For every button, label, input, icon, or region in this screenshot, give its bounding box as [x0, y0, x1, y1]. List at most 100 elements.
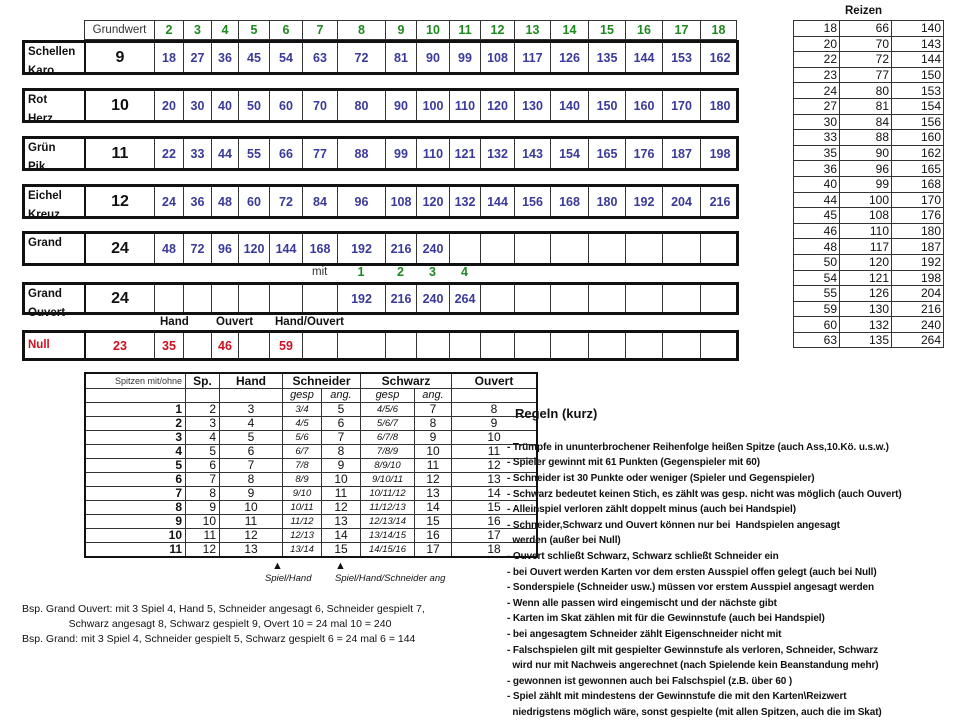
multiplier-header: 14: [550, 20, 588, 40]
game-value: 121: [449, 139, 480, 168]
game-name-line: Ouvert: [28, 307, 66, 319]
reizen-row: 22 72 144: [793, 51, 944, 68]
game-value: 100: [416, 91, 449, 120]
game-value: [385, 333, 416, 358]
game-value: 22: [154, 139, 183, 168]
game-value: [154, 285, 183, 312]
game-value: 140: [550, 91, 588, 120]
rule-line: - Sonderspiele (Schneider usw.) müssen v…: [507, 582, 874, 594]
game-value: [588, 285, 625, 312]
game-value: [550, 285, 588, 312]
game-value: [238, 333, 269, 358]
table-cell: 9: [84, 514, 186, 529]
table-cell: 5: [321, 402, 361, 417]
table-cell: 6: [219, 444, 283, 459]
game-value: [480, 333, 514, 358]
reizen-value: 130: [839, 300, 892, 318]
game-value: [662, 234, 700, 263]
table-cell: 5/6/7: [360, 416, 415, 431]
multiplier-header: 16: [625, 20, 662, 40]
table-cell: 10/11: [282, 500, 322, 515]
reizen-row: 50 120 192: [793, 253, 944, 271]
reizen-value: 45: [793, 207, 840, 224]
game-value: [700, 333, 739, 358]
game-value: 35: [154, 333, 183, 358]
table-cell: 9: [185, 500, 220, 515]
game-value: 59: [269, 333, 302, 358]
game-row: Grand Ouvert 24 192 216 240 264: [22, 282, 739, 319]
game-name-line: Grand: [28, 237, 62, 249]
column-header: Schwarz: [360, 372, 452, 389]
table-cell: 15: [451, 500, 538, 515]
game-value: [416, 333, 449, 358]
multiplier-header: 8: [337, 20, 385, 40]
game-value: 88: [337, 139, 385, 168]
table-cell: 13: [414, 486, 452, 501]
reizen-value: 187: [891, 238, 944, 255]
table-row: 8 9 10 10/11 12 11/12/13 14 15: [84, 500, 538, 515]
game-value: 66: [269, 139, 302, 168]
game-value: 30: [183, 91, 211, 120]
table-cell: 6: [321, 416, 361, 431]
rule-line: wird nur mit Nachweis angerechnet (nach …: [507, 660, 879, 672]
table-cell: 6: [84, 472, 186, 487]
game-value: 96: [211, 234, 238, 263]
header-row: Spitzen mit/ohne Sp. Hand Schneider Schwarz O…: [84, 372, 538, 389]
table-cell: 17: [451, 528, 538, 543]
table-cell: 10: [321, 472, 361, 487]
reizen-value: 99: [839, 175, 892, 193]
reizen-value: 27: [793, 97, 840, 115]
table-cell: 8: [185, 486, 220, 501]
reizen-value: 121: [839, 269, 892, 287]
reizen-value: 132: [839, 316, 892, 333]
game-value: [588, 333, 625, 358]
reizen-row: 48 117 187: [793, 238, 944, 255]
mit-label: mit: [312, 266, 328, 278]
reizen-table: 18 66 140 20 70 143 22 72 144 23 77 150 24 80 153 27 81 1…: [793, 20, 944, 349]
table-cell: 13/14/15: [360, 528, 415, 543]
game-value: 45: [238, 43, 269, 72]
reizen-value: 22: [793, 51, 840, 68]
game-value: 240: [416, 234, 449, 263]
game-value: 36: [183, 187, 211, 216]
reizen-row: 30 84 156: [793, 113, 944, 131]
table-cell: 17: [414, 542, 452, 558]
reizen-row: 54 121 198: [793, 269, 944, 287]
reizen-value: 59: [793, 300, 840, 318]
reizen-value: 60: [793, 316, 840, 333]
multiplier-header: 3: [183, 20, 211, 40]
reizen-value: 33: [793, 129, 840, 146]
game-value: [480, 234, 514, 263]
subheader-row: gesp ang. gesp ang.: [84, 388, 538, 403]
reizen-row: 20 70 143: [793, 35, 944, 53]
reizen-value: 63: [793, 331, 840, 349]
game-value: 80: [337, 91, 385, 120]
table-cell: 4: [185, 430, 220, 445]
game-value: [183, 285, 211, 312]
reizen-value: 117: [839, 238, 892, 255]
null-hand-ouvert-label: Hand/Ouvert: [275, 316, 345, 328]
table-cell: 15: [414, 514, 452, 529]
game-value: 132: [449, 187, 480, 216]
reizen-value: 36: [793, 160, 840, 177]
game-value: [700, 285, 739, 312]
game-value: 216: [385, 285, 416, 312]
game-value: 150: [588, 91, 625, 120]
reizen-row: 40 99 168: [793, 175, 944, 193]
game-value: 40: [211, 91, 238, 120]
table-cell: 11/12: [282, 514, 322, 529]
game-value: 204: [662, 187, 700, 216]
rules-section: Regeln (kurz) - Trümpfe in ununterbroche…: [507, 373, 902, 720]
base-value: 9: [84, 43, 154, 72]
reizen-value: 135: [839, 331, 892, 349]
game-value: 99: [449, 43, 480, 72]
reizen-value: 48: [793, 238, 840, 255]
reizen-value: 153: [891, 82, 944, 99]
base-value: 12: [84, 187, 154, 216]
game-name-line: Rot: [28, 94, 48, 106]
rule-line: niedrigstens möglich wäre, sonst gespiel…: [507, 706, 882, 718]
reizen-row: 36 96 165: [793, 160, 944, 177]
table-row: 2 3 4 4/5 6 5/6/7 8 9: [84, 416, 538, 431]
spitzen-table: Spitzen mit/ohne Sp. Hand Schneider Schwarz O…: [84, 372, 538, 558]
game-name: Schellen Karo: [25, 43, 84, 77]
